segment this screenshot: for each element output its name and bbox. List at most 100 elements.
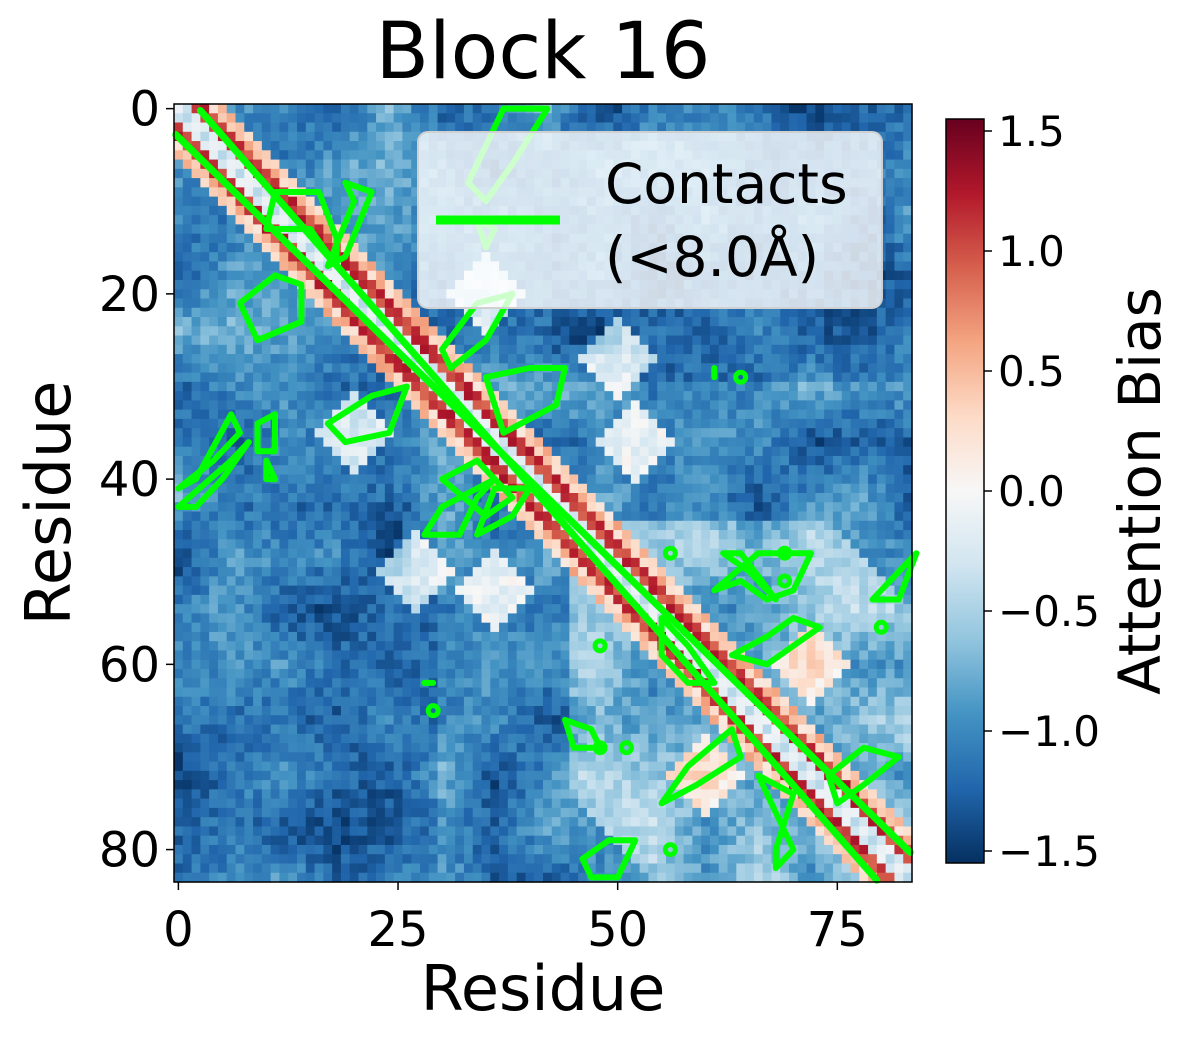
heatmap-cell bbox=[622, 576, 632, 587]
heatmap-cell bbox=[736, 483, 746, 494]
heatmap-cell bbox=[288, 252, 298, 263]
heatmap-cell bbox=[367, 261, 377, 272]
heatmap-cell bbox=[235, 483, 245, 494]
heatmap-cell bbox=[797, 437, 808, 448]
heatmap-cell bbox=[358, 298, 368, 309]
heatmap-cell bbox=[780, 326, 790, 337]
heatmap-cell bbox=[463, 381, 474, 392]
heatmap-cell bbox=[736, 428, 746, 439]
heatmap-cell bbox=[876, 631, 887, 642]
heatmap-cell bbox=[235, 437, 245, 448]
heatmap-cell bbox=[753, 493, 764, 503]
heatmap-cell bbox=[358, 604, 368, 614]
heatmap-cell bbox=[323, 344, 333, 355]
heatmap-cell bbox=[639, 326, 650, 337]
heatmap-cell bbox=[340, 307, 351, 318]
heatmap-cell bbox=[288, 493, 298, 503]
heatmap-cell bbox=[736, 631, 746, 642]
heatmap-cell bbox=[683, 381, 693, 392]
heatmap-cell bbox=[709, 104, 720, 114]
heatmap-cell bbox=[841, 455, 852, 466]
heatmap-cell bbox=[762, 363, 773, 374]
heatmap-cell bbox=[525, 317, 535, 327]
heatmap-cell bbox=[182, 187, 193, 198]
heatmap-cell bbox=[683, 576, 693, 587]
heatmap-cell bbox=[349, 326, 360, 337]
heatmap-cell bbox=[261, 196, 272, 207]
heatmap-cell bbox=[279, 520, 289, 531]
heatmap-cell bbox=[174, 428, 184, 439]
heatmap-cell bbox=[217, 520, 228, 531]
heatmap-cell bbox=[340, 391, 351, 401]
heatmap-cell bbox=[209, 289, 219, 300]
heatmap-cell bbox=[797, 381, 808, 392]
heatmap-cell bbox=[200, 363, 210, 374]
heatmap-cell bbox=[885, 493, 896, 503]
heatmap-cell bbox=[674, 539, 685, 550]
heatmap-cell bbox=[305, 317, 316, 327]
heatmap-cell bbox=[639, 502, 650, 513]
heatmap-cell bbox=[182, 317, 193, 327]
heatmap-cell bbox=[551, 446, 562, 457]
heatmap-cell bbox=[903, 104, 913, 114]
heatmap-cell bbox=[200, 205, 210, 216]
heatmap-cell bbox=[683, 363, 693, 374]
heatmap-cell bbox=[789, 363, 799, 374]
heatmap-cell bbox=[437, 622, 447, 633]
heatmap-cell bbox=[411, 465, 421, 476]
heatmap-cell bbox=[244, 298, 254, 309]
heatmap-cell bbox=[868, 113, 878, 124]
heatmap-cell bbox=[745, 113, 755, 124]
heatmap-cell bbox=[894, 622, 904, 633]
heatmap-cell bbox=[455, 567, 465, 577]
heatmap-cell bbox=[701, 344, 711, 355]
heatmap-cell bbox=[753, 400, 764, 411]
heatmap-cell bbox=[376, 270, 386, 281]
heatmap-cell bbox=[384, 391, 395, 401]
heatmap-cell bbox=[560, 493, 570, 503]
heatmap-cell bbox=[411, 131, 421, 142]
heatmap-cell bbox=[560, 335, 570, 346]
heatmap-cell bbox=[824, 354, 834, 364]
heatmap-cell bbox=[314, 391, 324, 401]
heatmap-cell bbox=[560, 576, 570, 587]
heatmap-cell bbox=[578, 400, 588, 411]
heatmap-cell bbox=[639, 409, 650, 420]
heatmap-cell bbox=[507, 335, 518, 346]
heatmap-cell bbox=[191, 400, 201, 411]
heatmap-cell bbox=[551, 576, 562, 587]
heatmap-cell bbox=[226, 168, 237, 179]
heatmap-cell bbox=[771, 585, 781, 596]
heatmap-cell bbox=[358, 224, 368, 235]
heatmap-cell bbox=[701, 483, 711, 494]
heatmap-cell bbox=[780, 372, 790, 383]
heatmap-cell bbox=[841, 594, 852, 605]
heatmap-cell bbox=[543, 465, 553, 476]
heatmap-cell bbox=[332, 196, 342, 207]
heatmap-cell bbox=[279, 622, 289, 633]
heatmap-cell bbox=[850, 520, 860, 531]
heatmap-cell bbox=[885, 520, 896, 531]
heatmap-cell bbox=[182, 604, 193, 614]
heatmap-cell bbox=[455, 622, 465, 633]
heatmap-cell bbox=[261, 604, 272, 614]
heatmap-cell bbox=[507, 520, 518, 531]
heatmap-cell bbox=[358, 159, 368, 170]
heatmap-cell bbox=[376, 233, 386, 244]
heatmap-cell bbox=[209, 215, 219, 225]
heatmap-cell bbox=[490, 113, 500, 124]
heatmap-cell bbox=[613, 372, 623, 383]
heatmap-cell bbox=[525, 594, 535, 605]
heatmap-cell bbox=[639, 400, 650, 411]
heatmap-cell bbox=[859, 548, 869, 559]
heatmap-cell bbox=[340, 502, 351, 513]
heatmap-cell bbox=[420, 483, 430, 494]
heatmap-cell bbox=[420, 539, 430, 550]
heatmap-cell bbox=[182, 131, 193, 142]
heatmap-cell bbox=[674, 548, 685, 559]
heatmap-cell bbox=[841, 576, 852, 587]
heatmap-cell bbox=[235, 511, 245, 522]
heatmap-cell bbox=[297, 576, 307, 587]
heatmap-cell bbox=[463, 391, 474, 401]
heatmap-cell bbox=[771, 613, 781, 624]
